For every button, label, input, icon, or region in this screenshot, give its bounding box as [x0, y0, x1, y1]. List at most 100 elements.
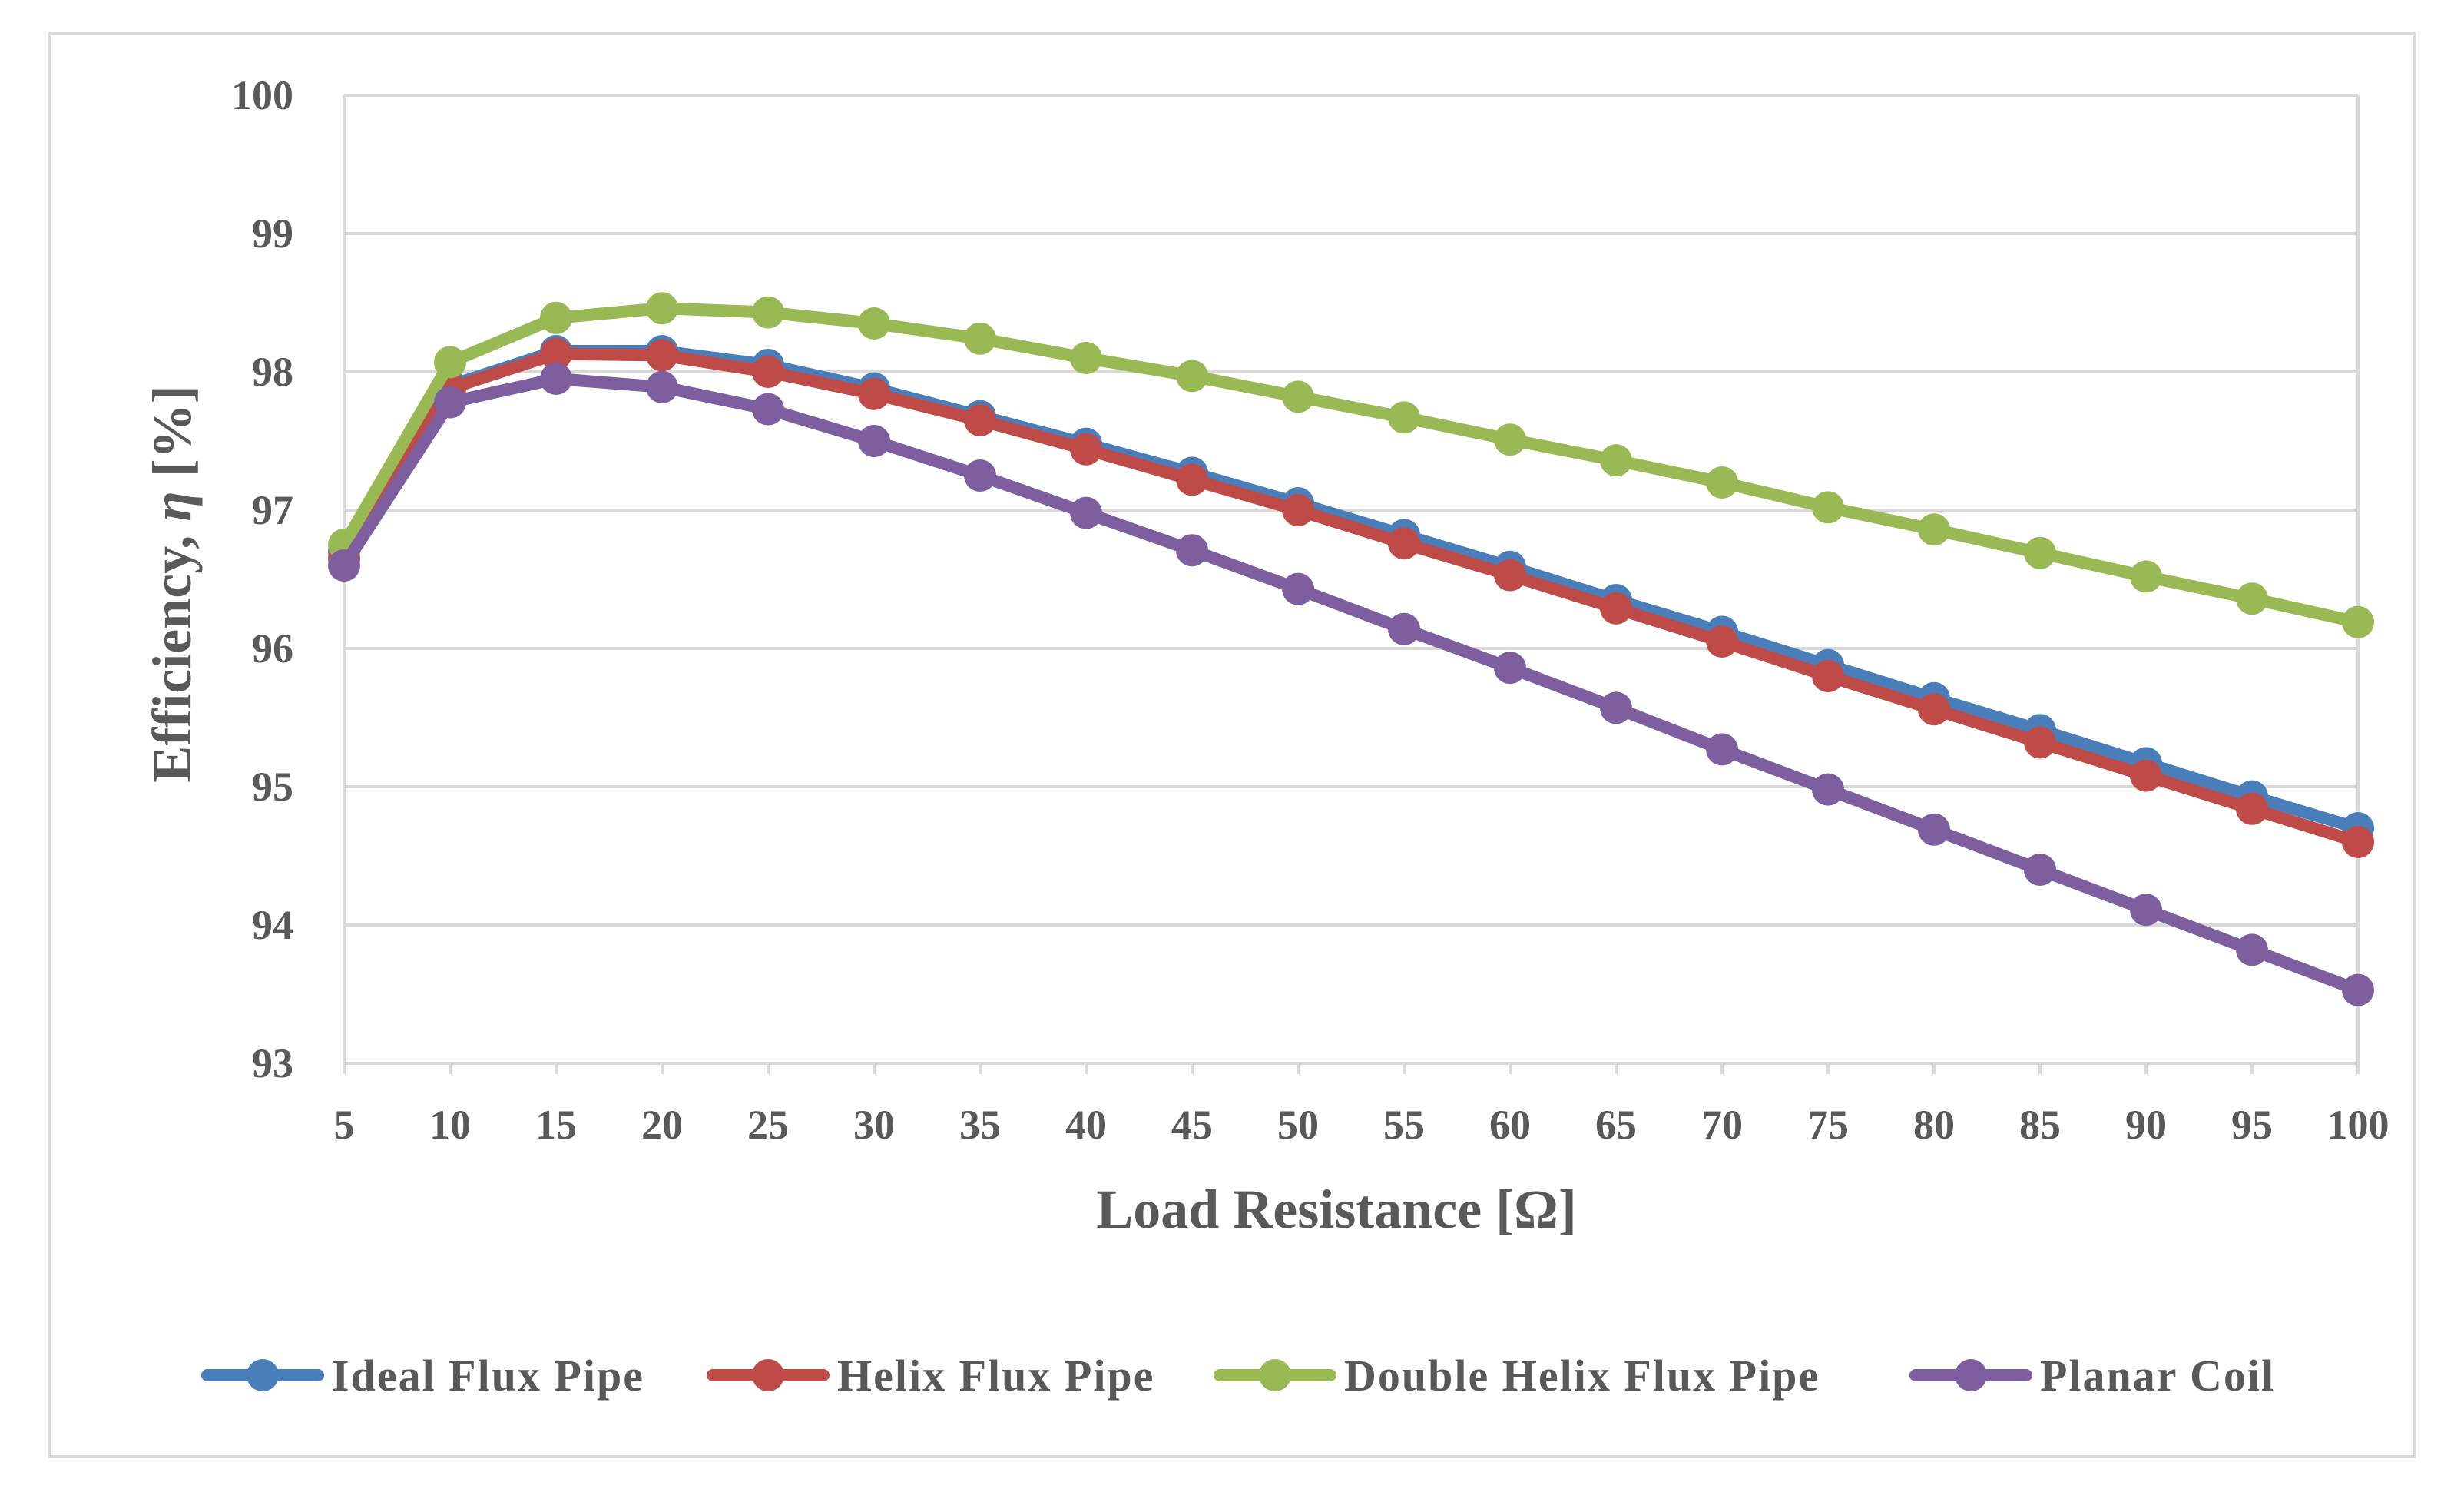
x-tick-label: 70	[1701, 1102, 1743, 1148]
data-point	[964, 404, 996, 436]
series-double-helix-flux-pipe	[328, 292, 2374, 638]
series-planar-coil	[328, 363, 2374, 1006]
data-point	[1176, 463, 1208, 496]
x-tick-label: 65	[1595, 1102, 1637, 1148]
data-point	[752, 296, 784, 329]
y-tick-label: 97	[252, 487, 293, 533]
x-tick-label: 90	[2125, 1102, 2167, 1148]
x-tick-label: 60	[1489, 1102, 1531, 1148]
data-point	[1812, 491, 1844, 524]
data-point	[858, 425, 890, 457]
data-point	[1494, 559, 1526, 592]
legend-label: Planar Coil	[2040, 1351, 2275, 1401]
legend-swatch-marker	[1259, 1359, 1291, 1391]
data-point	[1070, 342, 1102, 374]
legend-swatch-marker	[247, 1359, 279, 1391]
x-axis-title: Load Resistance [Ω]	[1096, 1179, 1577, 1240]
series-line	[338, 347, 2364, 848]
x-tick-label: 15	[535, 1102, 577, 1148]
data-point	[1600, 444, 1632, 477]
data-point	[1812, 660, 1844, 692]
data-point	[1918, 813, 1950, 846]
legend-swatch-marker	[752, 1359, 784, 1391]
data-point	[2024, 726, 2056, 759]
x-tick-label: 25	[747, 1102, 789, 1148]
data-point	[540, 301, 572, 334]
data-point	[752, 393, 784, 426]
data-point	[1388, 527, 1420, 560]
series-line	[338, 345, 2364, 834]
data-point	[2236, 792, 2268, 825]
data-point	[1918, 693, 1950, 726]
legend-item-ideal-flux-pipe: Ideal Flux Pipe	[201, 1351, 643, 1401]
x-tick-label: 95	[2231, 1102, 2273, 1148]
data-point	[1706, 733, 1738, 766]
y-tick-label: 99	[252, 211, 293, 257]
x-tick-label: 80	[1913, 1102, 1955, 1148]
data-point	[2342, 605, 2374, 638]
data-point	[2236, 582, 2268, 615]
y-tick-label: 100	[231, 72, 293, 118]
data-point	[2024, 854, 2056, 886]
data-point	[1706, 466, 1738, 499]
data-point	[1282, 380, 1314, 413]
x-tick-label: 20	[641, 1102, 683, 1148]
legend-item-helix-flux-pipe: Helix Flux Pipe	[707, 1351, 1153, 1401]
x-tick-label: 45	[1171, 1102, 1213, 1148]
y-tick-label: 93	[252, 1040, 293, 1086]
data-point	[964, 459, 996, 492]
data-point	[434, 386, 466, 419]
data-point	[964, 322, 996, 355]
series-line	[338, 302, 2364, 628]
y-axis-title-symbol: η	[141, 491, 203, 522]
y-axis-title-prefix: Efficiency,	[141, 522, 203, 783]
data-point	[2130, 894, 2162, 927]
legend-label: Double Helix Flux Pipe	[1344, 1351, 1820, 1401]
x-tick-label: 5	[334, 1102, 355, 1148]
data-point	[1388, 612, 1420, 645]
data-point	[2236, 933, 2268, 966]
data-point	[540, 363, 572, 395]
y-axis-title-suffix: [%]	[141, 385, 203, 491]
y-tick-label: 95	[252, 764, 293, 810]
data-point	[1600, 691, 1632, 724]
data-point	[2342, 826, 2374, 858]
data-point	[2342, 973, 2374, 1006]
x-tick-label: 75	[1807, 1102, 1849, 1148]
data-point	[1494, 423, 1526, 456]
y-tick-label: 96	[252, 625, 293, 671]
y-tick-label: 98	[252, 349, 293, 395]
data-point	[2024, 536, 2056, 569]
x-tick-label: 30	[853, 1102, 895, 1148]
data-point	[2130, 560, 2162, 593]
data-point	[1812, 773, 1844, 806]
data-point	[1494, 652, 1526, 685]
x-tick-label: 85	[2019, 1102, 2061, 1148]
data-point	[2130, 759, 2162, 792]
data-point	[646, 339, 678, 372]
data-point	[1918, 513, 1950, 546]
legend-item-planar-coil: Planar Coil	[1909, 1351, 2275, 1401]
y-axis-title: Efficiency, η [%]	[141, 385, 203, 782]
x-tick-label: 35	[959, 1102, 1001, 1148]
data-point	[858, 377, 890, 410]
series-helix-flux-pipe	[328, 337, 2374, 858]
data-point	[1176, 360, 1208, 393]
data-point	[646, 292, 678, 325]
tick-labels: 93 94 95 96 97 98 99 100 5 10 15 20 25 30 35 40 45 50 55 60…	[231, 72, 2389, 1148]
legend-swatch-marker	[1955, 1359, 1987, 1391]
data-point	[434, 346, 466, 379]
series	[328, 292, 2374, 1006]
data-point	[1070, 433, 1102, 466]
y-tick-label: 94	[252, 902, 293, 948]
x-tick-label: 50	[1277, 1102, 1319, 1148]
data-point	[646, 370, 678, 403]
legend-item-double-helix-flux-pipe: Double Helix Flux Pipe	[1214, 1351, 1820, 1401]
data-point	[1282, 572, 1314, 605]
chart-frame	[48, 32, 2416, 1458]
x-tick-label: 100	[2327, 1102, 2389, 1148]
series-line	[338, 373, 2364, 996]
data-point	[1282, 494, 1314, 526]
data-point	[1388, 401, 1420, 434]
